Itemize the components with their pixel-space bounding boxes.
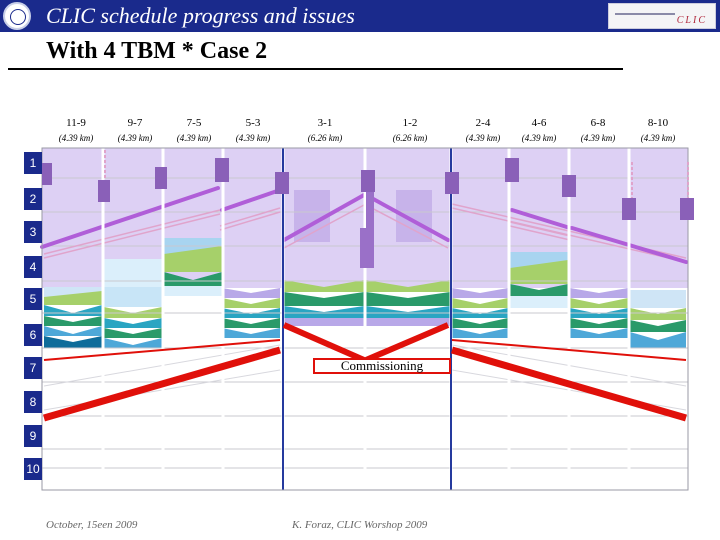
row-label: 5 (24, 288, 42, 310)
row-label: 2 (24, 188, 42, 210)
column-header: 7-5 (4.39 km) (164, 117, 224, 143)
column-length: (4.39 km) (580, 133, 616, 143)
row-label: 6 (24, 324, 42, 346)
row-tier-5-3 (222, 288, 280, 338)
shafts (360, 172, 374, 268)
row-tier-1-2 (366, 280, 450, 326)
column-length: (6.26 km) (307, 133, 343, 143)
clic-logo-text: CLIC (676, 15, 707, 26)
commissioning-label: Commissioning (313, 358, 451, 374)
row-label: 8 (24, 391, 42, 413)
clic-logo-line (615, 13, 675, 15)
row-label: 1 (24, 152, 42, 174)
column-header: 9-7 (4.39 km) (105, 117, 165, 143)
footer-author: K. Foraz, CLIC Worshop 2009 (292, 519, 428, 531)
row-label: 3 (24, 221, 42, 243)
column-header: 5-3 (4.39 km) (223, 117, 283, 143)
row-tier-9-7 (104, 259, 162, 348)
tbm-paths (40, 186, 688, 264)
column-header: 6-8 (4.39 km) (568, 117, 628, 143)
column-header: 2-4 (4.39 km) (453, 117, 513, 143)
diagram-border (41, 147, 689, 491)
cern-logo-icon (3, 2, 31, 30)
column-name: 5-3 (245, 117, 261, 129)
clic-logo-icon: CLIC (608, 3, 716, 29)
column-name: 11-9 (66, 117, 86, 129)
column-length: (4.39 km) (176, 133, 212, 143)
slide-title: CLIC schedule progress and issues (46, 3, 355, 28)
column-length: (4.39 km) (235, 133, 271, 143)
row-label: 9 (24, 425, 42, 447)
column-length: (4.39 km) (117, 133, 153, 143)
column-header: 3-1 (6.26 km) (295, 117, 355, 143)
column-length: (4.39 km) (521, 133, 557, 143)
subtitle-underline (8, 68, 623, 70)
column-name: 1-2 (402, 117, 418, 129)
row-label: 10 (24, 458, 42, 480)
column-name: 6-8 (590, 117, 606, 129)
column-name: 2-4 (475, 117, 491, 129)
column-name: 7-5 (186, 117, 202, 129)
row-tier-6-8 (570, 288, 628, 338)
column-length: (4.39 km) (640, 133, 676, 143)
row-label: 7 (24, 357, 42, 379)
column-name: 3-1 (317, 117, 333, 129)
row-tier-8-10 (630, 290, 686, 348)
column-length: (6.26 km) (392, 133, 428, 143)
column-header: 8-10 (4.39 km) (628, 117, 688, 143)
column-length: (4.39 km) (58, 133, 94, 143)
column-name: 4-6 (531, 117, 547, 129)
row-tier-7-5 (164, 238, 222, 296)
column-length: (4.39 km) (465, 133, 501, 143)
commissioning-lines (43, 322, 687, 422)
row-tier-11-9 (44, 287, 102, 348)
row-tier-3-1 (284, 280, 364, 326)
shaft-markers (42, 158, 694, 220)
column-name: 8-10 (647, 117, 669, 129)
row-label: 4 (24, 256, 42, 278)
shaft-stubs (104, 150, 689, 198)
column-header: 1-2 (6.26 km) (380, 117, 440, 143)
title-banner: CLIC schedule progress and issues CLIC (0, 0, 720, 32)
column-name: 9-7 (127, 117, 143, 129)
slide-subtitle: With 4 TBM * Case 2 (46, 38, 268, 64)
column-header: 11-9 (4.39 km) (46, 117, 106, 143)
row-tier-2-4 (452, 288, 508, 338)
column-header: 4-6 (4.39 km) (509, 117, 569, 143)
footer-date: October, 15een 2009 (46, 519, 138, 531)
row-tier-4-6 (510, 252, 568, 308)
